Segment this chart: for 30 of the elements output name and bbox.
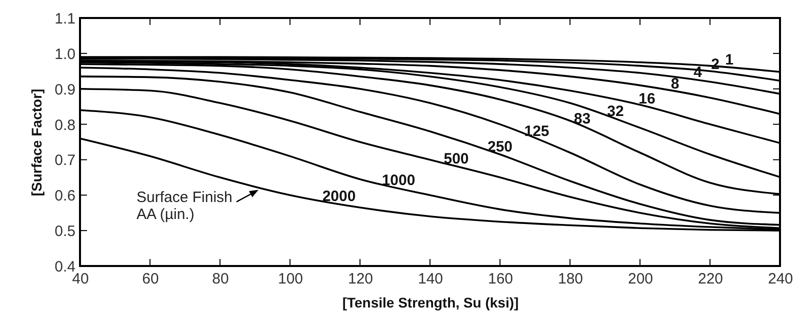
x-tick-label: 160 [488,270,514,288]
series-label: 32 [607,103,624,120]
y-tick-label: 0.7 [54,152,76,170]
y-tick-label: 0.6 [54,188,76,205]
x-tick-label: 60 [142,270,159,288]
series-label: 1 [725,51,734,68]
x-tick-label: 80 [212,270,229,288]
x-tick-label: 200 [628,270,654,288]
series-label: 8 [670,76,680,93]
y-tick-label: 0.9 [54,81,76,98]
y-tick-label: 1.1 [54,10,76,28]
series-label: 2000 [322,188,356,205]
series-label: 250 [487,138,513,156]
annotation: Surface Finish AA (µin.) [136,188,232,223]
x-tick-label: 100 [278,270,304,288]
y-tick-label: 0.8 [54,116,76,134]
y-tick-label: 1.0 [54,46,76,63]
x-tick-label: 120 [348,270,374,288]
y-axis-title: [Surface Factor] [28,88,45,196]
series-label: 16 [638,90,656,108]
y-tick-label: 0.5 [54,223,76,240]
x-tick-label: 180 [558,270,584,288]
series-label: 500 [444,150,469,168]
x-tick-label: 240 [768,270,794,288]
x-axis-title: [Tensile Strength, Su (ksi)] [342,294,519,310]
series-label: 83 [574,110,591,128]
x-tick-label: 220 [698,270,724,288]
x-tick-label: 140 [418,270,444,288]
series-label: 125 [524,123,550,140]
series-label: 1000 [382,172,416,189]
